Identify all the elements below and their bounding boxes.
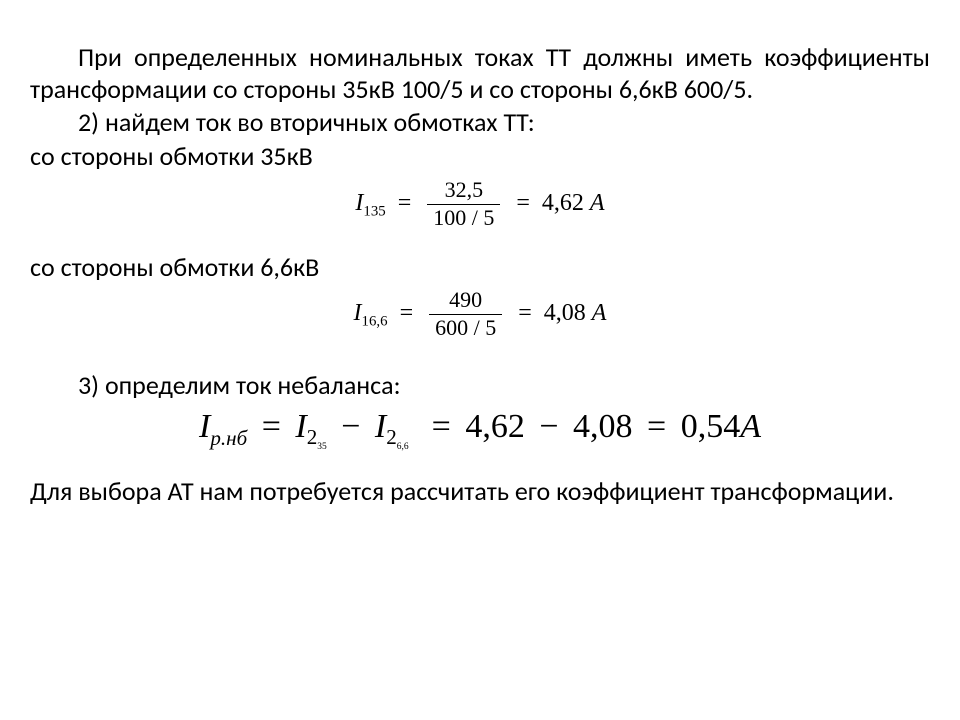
label-side-66: со стороны обмотки 6,6кВ [30,252,930,284]
nb-unit: А [740,408,761,445]
paragraph-intro: При определенных номинальных токах ТТ до… [30,42,930,105]
step-3-heading: 3) определим ток небаланса: [30,370,930,402]
eq35-fraction: 32,5 100 / 5 [427,177,500,232]
eq35-sub: 135 [363,204,385,220]
nb-lhs-var: I [199,408,210,445]
nb-t2-var: I [375,408,386,445]
label-side-35: со стороны обмотки 35кВ [30,141,930,173]
eq66-var: I [354,300,362,326]
eq66-unit: A [592,300,607,326]
eq66-den: 600 / 5 [429,315,502,342]
nb-t1-sub: 2 [307,425,318,449]
paragraph-at: Для выбора АТ нам потребуется рассчитать… [30,476,930,508]
eq35-num: 32,5 [427,177,500,205]
eq66-sub: 16,6 [362,314,388,330]
eq35-unit: А [590,190,605,216]
eq66-num: 490 [429,287,502,315]
equation-unbalance: Iр.нб = I235 − I26,6 = 4,62 − 4,08 = 0,5… [30,406,930,448]
eq66-fraction: 490 600 / 5 [429,287,502,342]
nb-t1-sub2: 35 [317,443,326,453]
page: При определенных номинальных токах ТТ до… [0,0,960,720]
step-2-heading: 2) найдем ток во вторичных обмотках ТТ: [30,107,930,139]
nb-v2: 4,08 [573,408,633,445]
equation-i135: I135 = 32,5 100 / 5 = 4,62 А [30,177,930,232]
eq66-result: 4,08 [544,300,586,326]
nb-v1: 4,62 [465,408,525,445]
nb-t1-var: I [295,408,306,445]
nb-t2-sub2: 6,6 [397,443,409,453]
nb-lhs-sub: р.нб [210,425,247,449]
eq35-den: 100 / 5 [427,205,500,232]
eq35-result: 4,62 [542,190,584,216]
equation-i166: I16,6 = 490 600 / 5 = 4,08 A [30,287,930,342]
nb-t2-sub: 2 [386,425,397,449]
nb-result: 0,54 [681,408,741,445]
